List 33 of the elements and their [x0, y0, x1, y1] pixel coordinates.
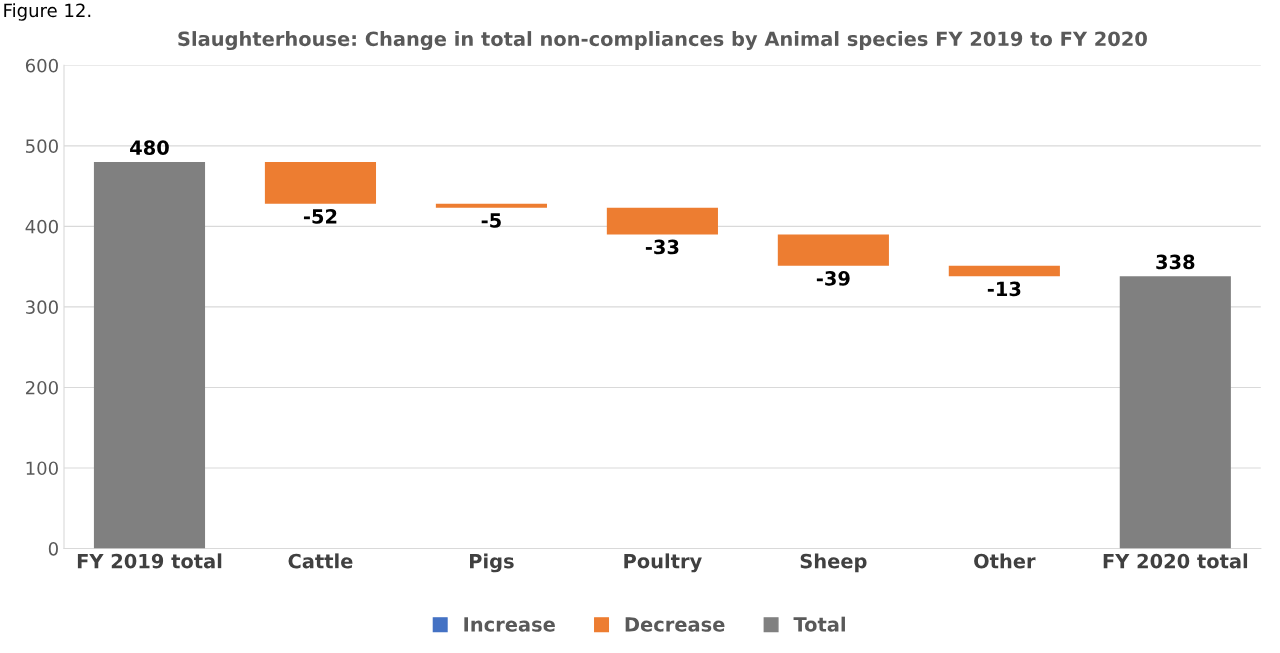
- bar: [93, 161, 206, 549]
- x-tick-label: Other: [974, 553, 1036, 569]
- bar: [606, 207, 718, 235]
- bar: [264, 161, 377, 204]
- data-label: -52: [303, 209, 337, 224]
- data-label: -5: [481, 213, 501, 228]
- x-tick-label: Sheep: [800, 553, 867, 573]
- y-tick-label: 0: [48, 541, 58, 556]
- caption: Figure 12.: [4, 3, 91, 21]
- data-label: -33: [645, 239, 679, 255]
- data-label: 480: [130, 140, 169, 155]
- bar: [948, 265, 1060, 277]
- y-tick-label: 500: [26, 139, 58, 153]
- x-tick-label: FY 2019 total: [77, 553, 222, 569]
- y-tick-label: 200: [26, 380, 58, 395]
- x-tick-label: Poultry: [624, 553, 702, 573]
- y-tick-label: 400: [25, 219, 58, 234]
- chart-title: Slaughterhouse: Change in total non-compliances by Animal species FY 2019 to FY 2020: [178, 31, 1147, 51]
- y-tick-label: 100: [26, 461, 58, 476]
- legend-label: Increase: [464, 617, 555, 632]
- y-tick-label: 600: [25, 58, 58, 73]
- data-label: -39: [816, 271, 850, 286]
- data-label: 338: [1156, 254, 1195, 270]
- x-tick-label: Pigs: [470, 553, 514, 573]
- bar: [435, 203, 547, 208]
- legend-label: Total: [793, 616, 845, 632]
- x-tick-label: FY 2020 total: [1103, 553, 1248, 569]
- data-label: -13: [987, 281, 1021, 297]
- legend-label: Decrease: [625, 617, 725, 632]
- bar: [777, 234, 889, 266]
- x-tick-label: Cattle: [288, 553, 353, 569]
- y-tick-label: 300: [26, 300, 58, 315]
- bar: [1119, 276, 1231, 549]
